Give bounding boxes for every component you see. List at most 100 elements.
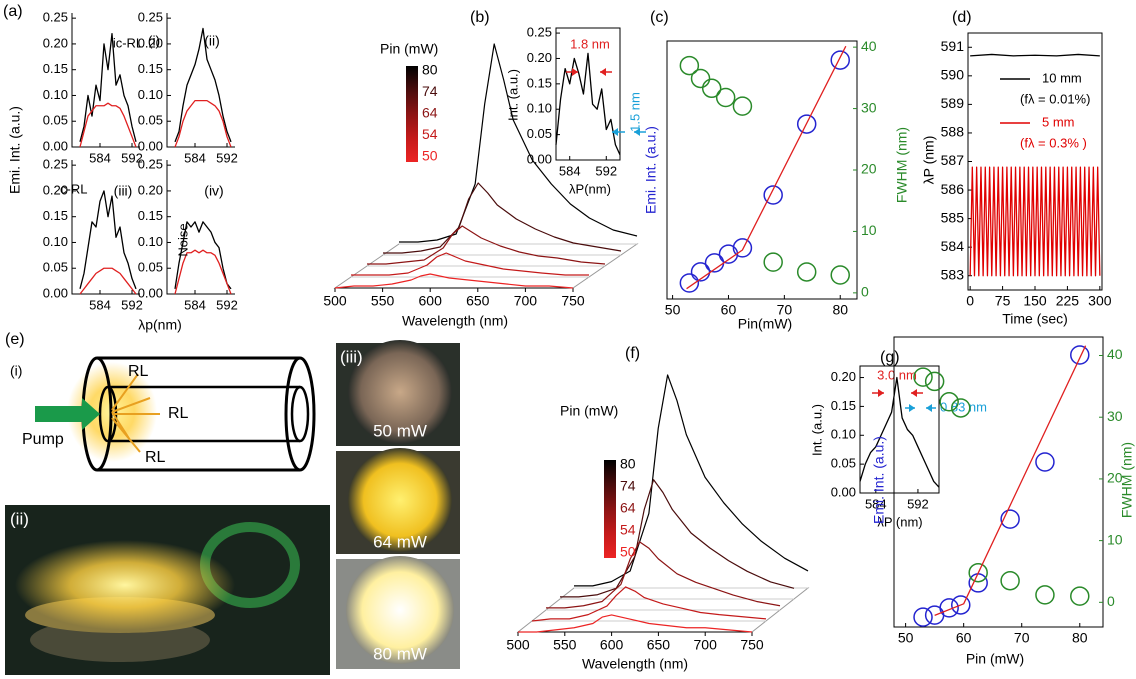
annotation: ic-RL bbox=[113, 35, 143, 50]
x-tick-label: 584 bbox=[184, 150, 206, 165]
xlabel: Wavelength (nm) bbox=[582, 656, 688, 672]
y-tick-label: 584 bbox=[941, 238, 965, 254]
data-line bbox=[174, 99, 232, 148]
inner-tube bbox=[108, 385, 300, 443]
data-point bbox=[763, 185, 783, 205]
photo-spot bbox=[348, 340, 452, 444]
data-line bbox=[79, 190, 137, 290]
y-tick-label: 0.05 bbox=[527, 126, 552, 141]
x-tick-label: 650 bbox=[466, 293, 490, 309]
data-line bbox=[969, 166, 1101, 277]
ylabel: Int. (a.u.) bbox=[809, 404, 824, 456]
y-tick-label: 0.10 bbox=[43, 87, 68, 102]
panel-e: (e) (i) RL RL RL Pump (ii) (iii) 50 mW 6… bbox=[5, 331, 460, 675]
y-tick-label: 0.25 bbox=[138, 157, 163, 172]
x-tick-label: 550 bbox=[371, 293, 395, 309]
spectrum bbox=[546, 541, 781, 609]
y-tick-label: 0.10 bbox=[138, 87, 163, 102]
x-tick-label: 584 bbox=[184, 297, 206, 312]
x-tick-label: 600 bbox=[600, 637, 624, 653]
data-point bbox=[690, 262, 711, 282]
power-label: 50 mW bbox=[373, 421, 427, 440]
y-tick-label: 0.10 bbox=[43, 234, 68, 249]
data-line bbox=[79, 102, 137, 148]
x-tick-label: 592 bbox=[216, 150, 238, 165]
x-tick-label: 70 bbox=[1014, 630, 1030, 646]
pump-arrow bbox=[35, 398, 100, 430]
y-tick-label: 0.05 bbox=[831, 456, 856, 471]
x-tick-label: 700 bbox=[694, 637, 718, 653]
photo-spot bbox=[348, 448, 452, 552]
y-tick-label: 0.15 bbox=[43, 61, 68, 76]
legend-label: 50 bbox=[620, 544, 636, 560]
data-line bbox=[174, 249, 232, 295]
arrow-head bbox=[926, 404, 932, 412]
y-tick-label: 588 bbox=[941, 124, 965, 140]
colorbar bbox=[406, 66, 418, 162]
y-tick-label: 0.10 bbox=[138, 234, 163, 249]
data-point bbox=[830, 265, 850, 285]
data-point bbox=[830, 50, 850, 70]
y-tick-label: 0.25 bbox=[138, 10, 163, 25]
y-tick-label: 0.20 bbox=[43, 182, 68, 197]
ylabel: Emi. Int. (a.u.) bbox=[871, 436, 887, 524]
power-label: 80 mW bbox=[373, 644, 427, 663]
x-tick-label: 584 bbox=[559, 163, 581, 178]
data-point bbox=[715, 87, 736, 108]
x-tick-label: 50 bbox=[898, 630, 914, 646]
y-tick-label: 0.15 bbox=[138, 61, 163, 76]
data-point bbox=[924, 371, 945, 392]
spectrum bbox=[531, 586, 767, 622]
label: (ii) bbox=[204, 33, 220, 49]
label: (iv) bbox=[204, 183, 223, 199]
tube-outline bbox=[97, 356, 300, 472]
legend-label: 64 bbox=[620, 500, 636, 516]
y-tick-label: 0.00 bbox=[43, 138, 68, 153]
xlabel: λP(nm) bbox=[569, 181, 611, 196]
panel-label: (e) bbox=[5, 331, 25, 348]
x-tick-label: 500 bbox=[323, 293, 347, 309]
y2label: FWHM (nm) bbox=[1119, 442, 1135, 518]
data-point bbox=[1070, 586, 1090, 606]
data-line bbox=[174, 221, 232, 290]
y2-tick-label: 20 bbox=[861, 161, 877, 177]
plot-frame bbox=[859, 365, 940, 494]
ylabel: Emi. Int. (a.u.) bbox=[643, 126, 659, 214]
x-tick-label: 225 bbox=[1056, 293, 1080, 309]
y-tick-label: 0.00 bbox=[138, 285, 163, 300]
annotation: 1.5 nm bbox=[627, 92, 642, 132]
y-tick-label: 0.25 bbox=[527, 25, 552, 40]
data-point bbox=[690, 68, 711, 89]
ylabel: Int. (a.u.) bbox=[505, 69, 520, 121]
arrow-head bbox=[634, 128, 640, 136]
arrow-head bbox=[911, 389, 917, 397]
legend-label: 74 bbox=[422, 83, 438, 99]
x-tick-label: 75 bbox=[995, 293, 1011, 309]
x-tick-label: 700 bbox=[514, 293, 538, 309]
x-tick-label: 592 bbox=[216, 297, 238, 312]
sub-label: (iii) bbox=[340, 347, 363, 366]
data-line bbox=[555, 52, 621, 156]
y-tick-label: 585 bbox=[941, 209, 965, 225]
data-point bbox=[1070, 345, 1090, 365]
colorbar bbox=[604, 460, 616, 558]
x-tick-label: 500 bbox=[506, 637, 530, 653]
annotation: 0.83 nm bbox=[940, 399, 987, 414]
arrow-head bbox=[878, 389, 884, 397]
annotation: 3.0 nm bbox=[877, 367, 917, 382]
x-tick-label: 80 bbox=[832, 302, 848, 318]
y-tick-label: 0.20 bbox=[138, 182, 163, 197]
axis-spines bbox=[71, 160, 140, 295]
xlabel: Time (sec) bbox=[1002, 311, 1068, 327]
legend-label: 64 bbox=[422, 105, 438, 121]
y-tick-label: 0.10 bbox=[527, 101, 552, 116]
panel: (b) bbox=[470, 9, 490, 26]
y2-tick-label: 30 bbox=[1107, 408, 1123, 424]
legend-label: 50 bbox=[422, 148, 438, 164]
xlabel: Pin (mW) bbox=[966, 651, 1024, 667]
y-tick-label: 587 bbox=[941, 152, 965, 168]
y-tick-label: 0.15 bbox=[138, 208, 163, 223]
label: (i) bbox=[148, 33, 160, 49]
xlabel: λp(nm) bbox=[138, 317, 182, 333]
